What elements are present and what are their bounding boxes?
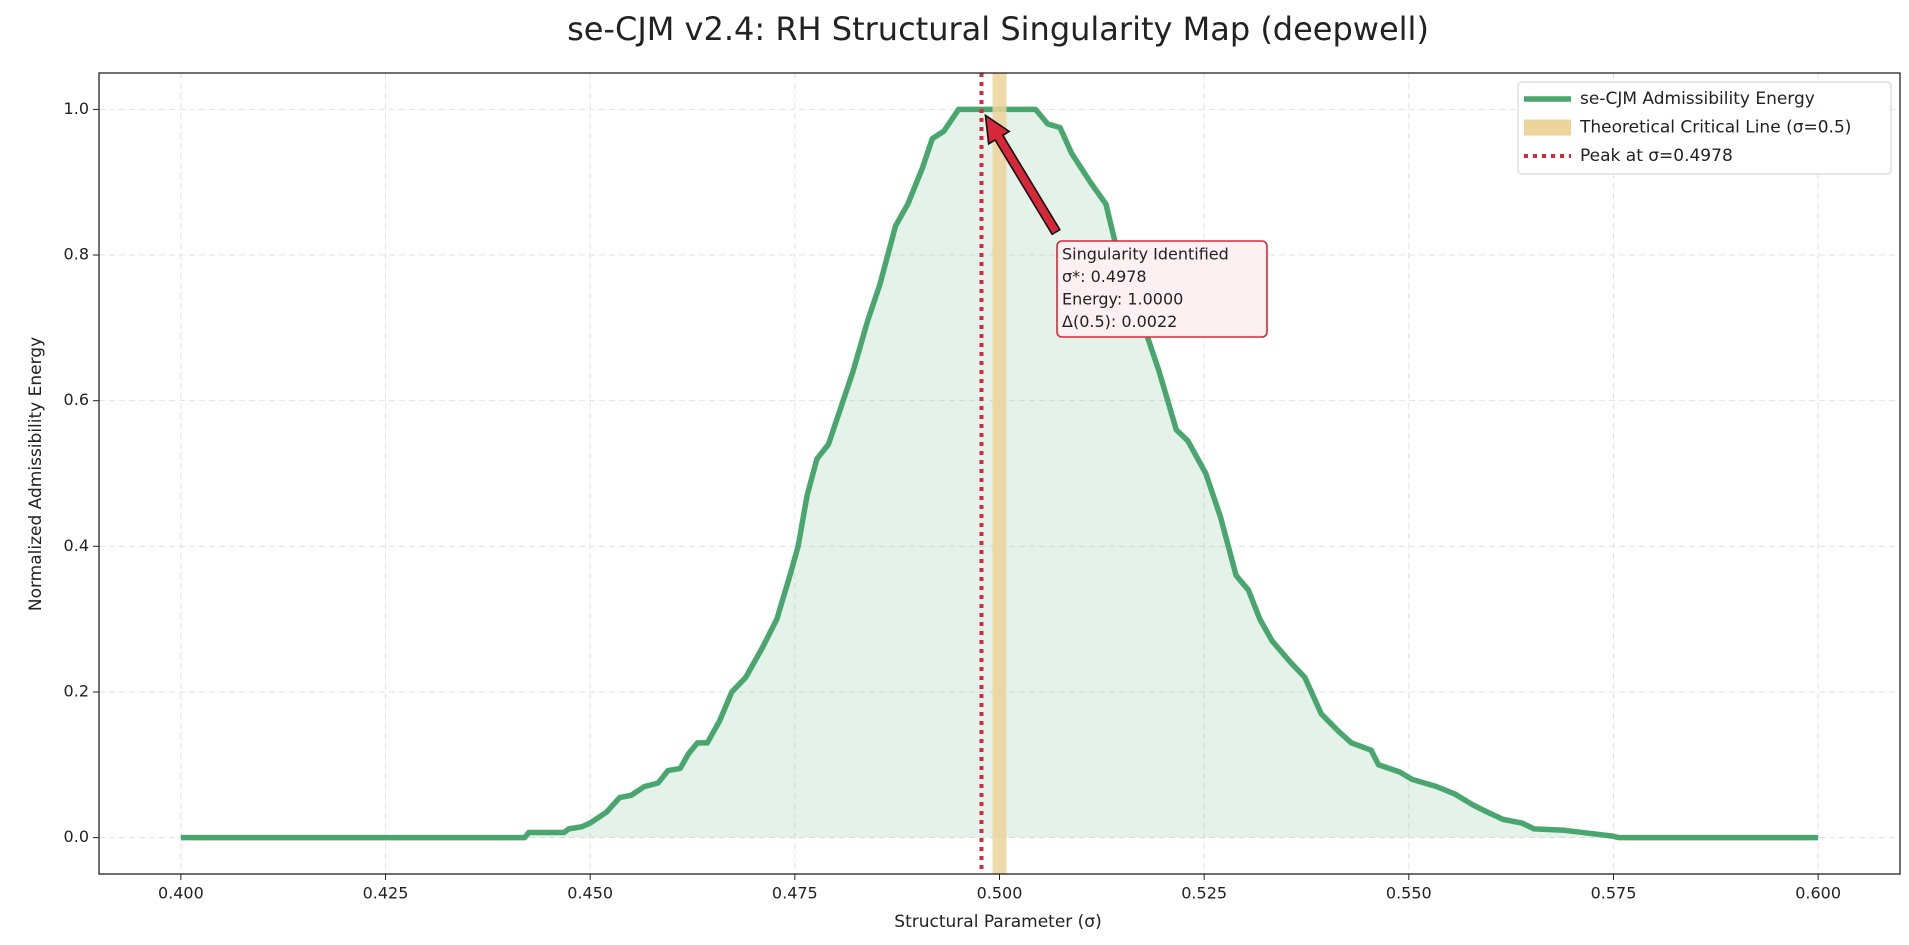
legend-label: se-CJM Admissibility Energy (1580, 89, 1815, 109)
chart-title: se-CJM v2.4: RH Structural Singularity M… (567, 10, 1429, 48)
line (180, 106, 1819, 841)
x-tick-label: 0.525 (1181, 884, 1227, 903)
x-tick-label: 0.575 (1591, 884, 1637, 903)
x-tick-label: 0.425 (363, 884, 409, 903)
y-tick-label: 0.2 (64, 681, 89, 700)
x-axis-label: Structural Parameter (σ) (894, 912, 1101, 932)
x-tick-label: 0.600 (1795, 884, 1841, 903)
y-tick-label: 0.6 (64, 390, 89, 409)
plot-frame (98, 72, 1901, 875)
legend-label: Theoretical Critical Line (σ=0.5) (1579, 118, 1851, 138)
legend: se-CJM Admissibility Energy Theoretical C… (1517, 81, 1892, 175)
annotation-text: Energy: 1.0000 (1062, 290, 1183, 309)
annotation-box (1056, 240, 1268, 338)
y-tick-label: 0.4 (64, 536, 89, 555)
y-tick-label: 1.0 (64, 99, 89, 118)
x-tick-label: 0.450 (567, 884, 613, 903)
legend-box (1517, 81, 1892, 175)
critical-line-band (992, 73, 1007, 874)
annotation-arrow (984, 113, 1061, 236)
x-tick-label: 0.400 (158, 884, 204, 903)
annotation-text: Singularity Identified (1062, 245, 1229, 264)
legend-swatch (1524, 119, 1571, 136)
y-axis-label: Normalized Admissibility Energy (26, 337, 46, 611)
x-tick-label: 0.475 (772, 884, 818, 903)
y-tick-label: 0.8 (64, 245, 89, 264)
annotation-text: σ*: 0.4978 (1062, 267, 1147, 286)
y-tick-label: 0.0 (64, 827, 89, 846)
x-tick-label: 0.550 (1386, 884, 1432, 903)
legend-label: Peak at σ=0.4978 (1580, 146, 1733, 166)
annotation-text: Δ(0.5): 0.0022 (1062, 312, 1177, 331)
x-tick-label: 0.500 (977, 884, 1023, 903)
